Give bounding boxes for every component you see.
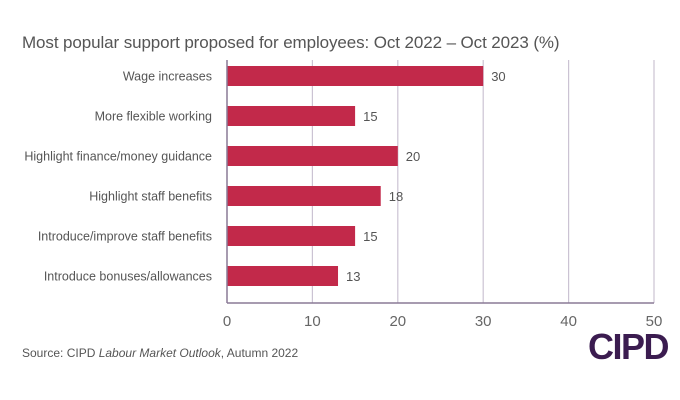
bar xyxy=(227,186,381,206)
source-suffix: , Autumn 2022 xyxy=(220,346,299,360)
bar xyxy=(227,66,484,86)
bar xyxy=(227,106,356,126)
x-tick-label: 0 xyxy=(223,313,231,330)
bars xyxy=(227,66,484,286)
x-tick-label: 20 xyxy=(389,313,406,330)
bar xyxy=(227,146,398,166)
data-label: 15 xyxy=(363,229,377,244)
cipd-logo: CIPD xyxy=(588,326,670,367)
gridlines xyxy=(311,60,655,303)
data-label: 20 xyxy=(406,149,420,164)
category-label: More flexible working xyxy=(95,110,212,124)
labels: 0 10 20 30 40 50 Wage increases 30 More flexible… xyxy=(24,69,662,330)
x-tick-label: 30 xyxy=(475,313,492,330)
x-tick-label: 10 xyxy=(304,313,321,330)
data-label: 13 xyxy=(346,269,360,284)
category-label: Introduce bonuses/allowances xyxy=(44,270,212,284)
category-label: Wage increases xyxy=(123,70,212,84)
bar xyxy=(227,226,356,246)
x-tick-label: 40 xyxy=(560,313,577,330)
data-label: 30 xyxy=(491,69,505,84)
category-label: Highlight finance/money guidance xyxy=(24,150,212,164)
source-prefix: Source: CIPD xyxy=(22,346,99,360)
data-label: 15 xyxy=(363,109,377,124)
bar xyxy=(227,266,339,286)
source-note: Source: CIPD Labour Market Outlook, Autu… xyxy=(22,346,298,360)
chart-title: Most popular support proposed for employ… xyxy=(22,33,560,52)
source-publication: Labour Market Outlook xyxy=(98,346,221,360)
category-label: Highlight staff benefits xyxy=(89,190,212,204)
axes xyxy=(226,60,654,304)
data-label: 18 xyxy=(389,189,403,204)
x-tick-label: 50 xyxy=(646,313,663,330)
category-label: Introduce/improve staff benefits xyxy=(38,230,212,244)
